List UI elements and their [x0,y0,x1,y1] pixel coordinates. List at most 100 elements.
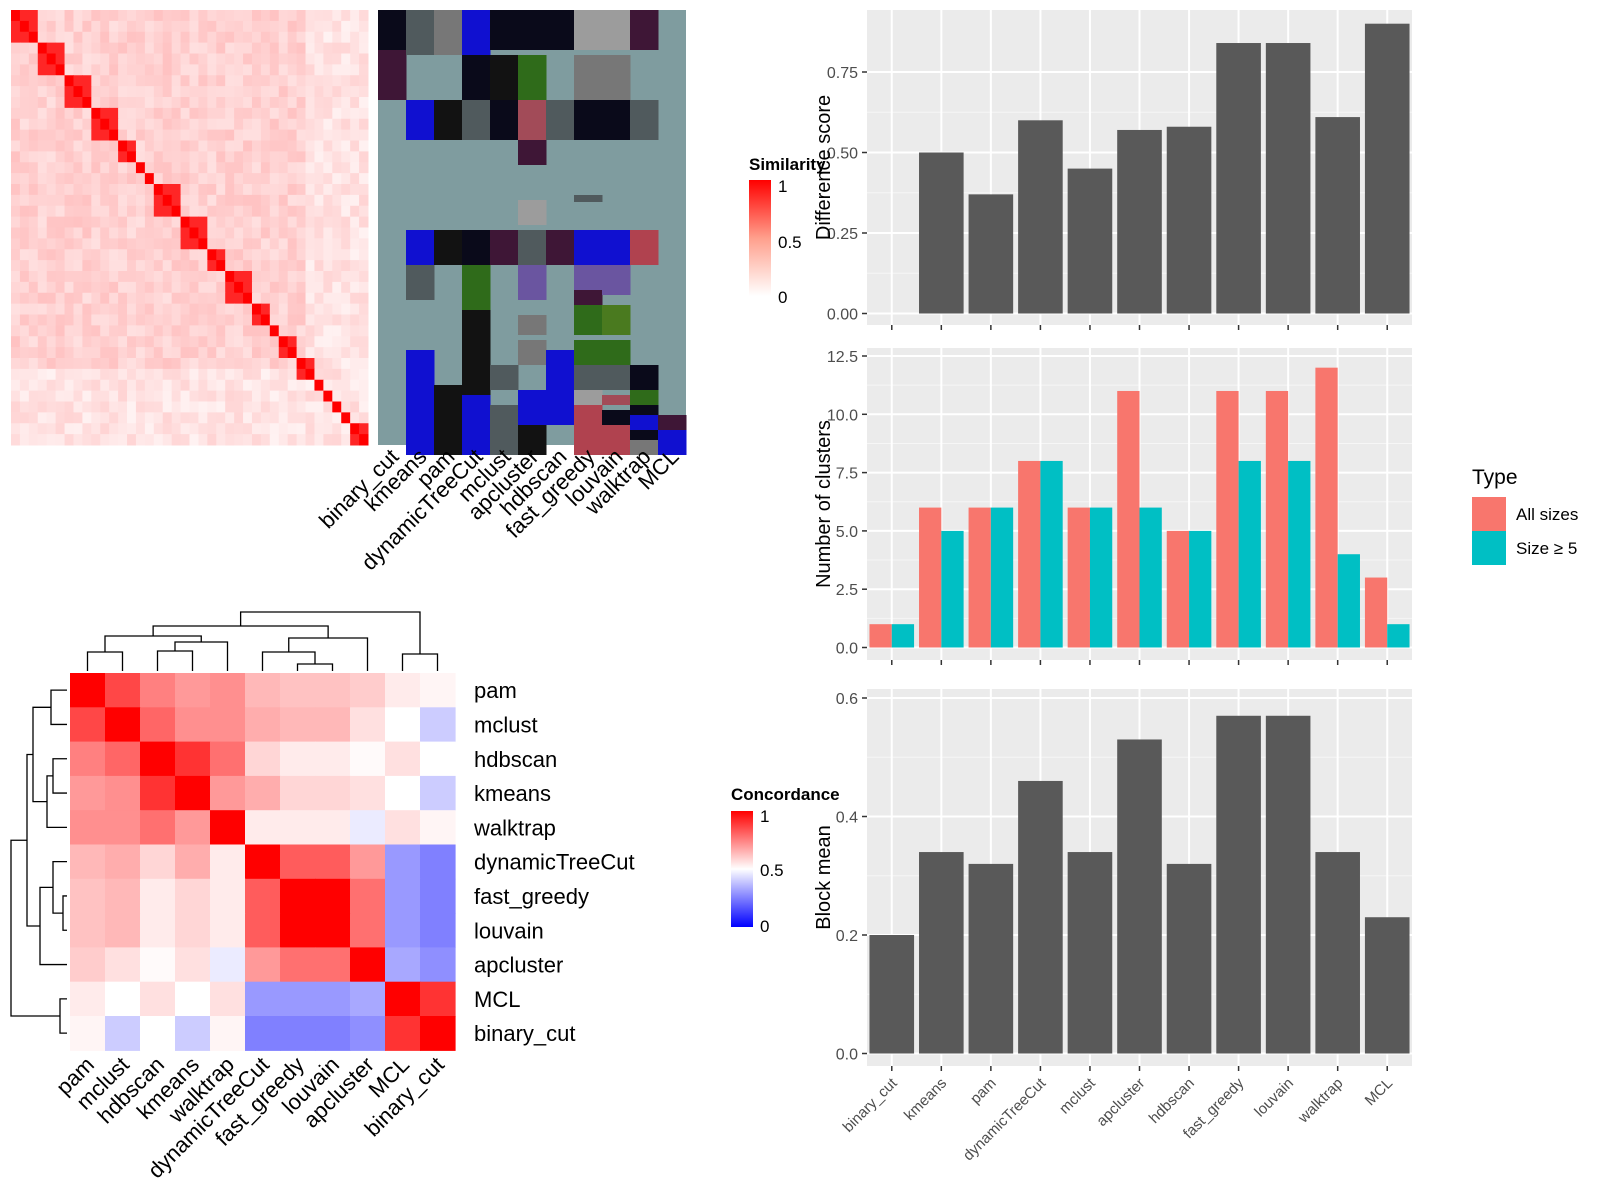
assignment-block-pam [434,10,463,55]
similarity-cell [127,325,137,337]
similarity-cell [216,86,226,98]
similarity-cell [100,347,110,359]
y-axis-label: Block mean [813,825,835,930]
similarity-cell [260,216,271,228]
similarity-cell [19,151,30,163]
similarity-cell [127,205,137,218]
similarity-cell [269,336,280,348]
similarity-cell [19,347,30,359]
bar-apcluster [1117,739,1162,1054]
similarity-cell [144,412,155,424]
similarity-cell [341,97,351,109]
similarity-cell [278,205,289,218]
similarity-cell [109,184,119,196]
similarity-cell [28,271,39,283]
similarity-cell [73,336,83,348]
similarity-cell [37,75,48,87]
concordance-cell [175,741,211,777]
similarity-cell [180,86,190,98]
similarity-cell [127,194,137,207]
concordance-cell [175,947,211,983]
similarity-cell [73,379,83,392]
similarity-cell [251,347,262,359]
similarity-cell [341,75,351,87]
similarity-cell [91,281,101,294]
similarity-cell [127,42,137,54]
similarity-cell [234,31,244,44]
similarity-cell [296,227,307,239]
similarity-cell [216,390,226,402]
similarity-cell [332,64,342,76]
similarity-cell [260,325,271,337]
similarity-cell [19,173,30,185]
similarity-cell [28,86,39,98]
bar-apcluster [1117,129,1162,314]
similarity-cell [64,151,74,163]
similarity-cell [153,260,164,272]
similarity-cell [144,64,155,76]
similarity-cell [11,194,21,207]
similarity-cell [19,303,30,315]
similarity-cell [162,238,173,250]
similarity-cell [153,271,164,283]
similarity-cell [341,86,351,98]
concordance-cell [105,707,141,743]
dendrogram-branch [52,861,67,914]
assignment-block-MCL [658,415,687,430]
similarity-cell [207,314,217,326]
similarity-cell [180,194,190,207]
similarity-cell [28,75,39,87]
similarity-cell [278,325,289,337]
similarity-cell [207,118,217,131]
similarity-cell [37,216,48,228]
similarity-cell [162,129,173,141]
similarity-cell [144,53,155,65]
similarity-cell [314,184,324,196]
similarity-cell [260,401,271,413]
similarity-cell [234,434,244,446]
similarity-cell [109,64,119,76]
bar-all-sizes-hdbscan [1166,530,1190,648]
assignment-block-louvain [602,340,631,365]
type-legend-title: Type [1472,466,1518,489]
similarity-cell [28,151,39,163]
x-tick-label: louvain [1251,1075,1297,1121]
similarity-cell [64,281,74,294]
similarity-cell [314,303,324,315]
similarity-cell [118,336,128,348]
similarity-cell [171,53,182,65]
similarity-cell [46,129,57,141]
similarity-cell [332,162,342,174]
similarity-cell [100,205,110,218]
similarity-cell [153,64,164,76]
similarity-cell [305,249,315,261]
similarity-cell [278,107,289,120]
similarity-cell [135,86,146,98]
similarity-cell [243,379,253,392]
similarity-cell [73,140,83,152]
similarity-cell [269,314,280,326]
similarity-cell [287,401,298,413]
similarity-cell [323,368,333,381]
similarity-cell [287,412,298,424]
dendrogram-branch [104,635,202,652]
similarity-cell [332,140,342,152]
similarity-cell [314,358,324,370]
bar-walktrap [1315,117,1360,314]
similarity-cell [296,368,307,381]
similarity-cell [198,205,208,218]
similarity-cell [287,260,298,272]
similarity-cell [341,216,351,228]
similarity-cell [153,205,164,218]
similarity-cell [100,368,110,381]
similarity-cell [323,205,333,218]
similarity-cell [287,140,298,152]
similarity-cell [287,238,298,250]
similarity-cell [350,260,360,272]
concordance-cell [140,707,176,743]
similarity-cell [55,336,66,348]
similarity-cell [278,260,289,272]
similarity-cell [189,205,199,218]
similarity-cell [82,107,92,120]
similarity-cell [260,194,271,207]
